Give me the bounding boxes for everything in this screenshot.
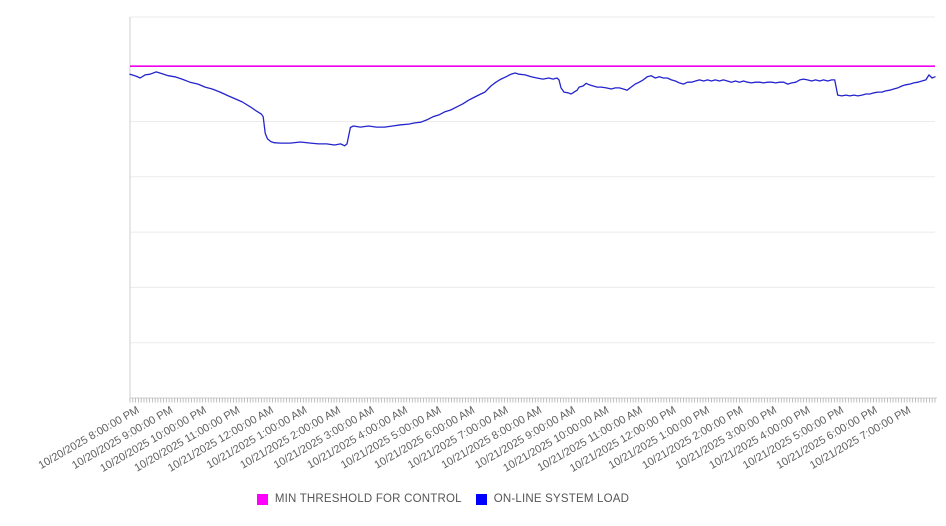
- legend-item-min-threshold[interactable]: MIN THRESHOLD FOR CONTROL: [256, 493, 462, 505]
- legend-swatch-magenta-icon: [256, 493, 268, 505]
- x-axis-minor-ticks: [129, 398, 936, 403]
- legend-item-online-system-load[interactable]: ON-LINE SYSTEM LOAD: [475, 493, 630, 505]
- legend-label-online-system-load: ON-LINE SYSTEM LOAD: [493, 493, 630, 505]
- legend-label-min-threshold: MIN THRESHOLD FOR CONTROL: [274, 493, 462, 505]
- legend-swatch-blue-icon: [475, 493, 487, 505]
- online-system-load-line: [129, 71, 936, 147]
- chart-legend: MIN THRESHOLD FOR CONTROL ON-LINE SYSTEM…: [0, 493, 886, 505]
